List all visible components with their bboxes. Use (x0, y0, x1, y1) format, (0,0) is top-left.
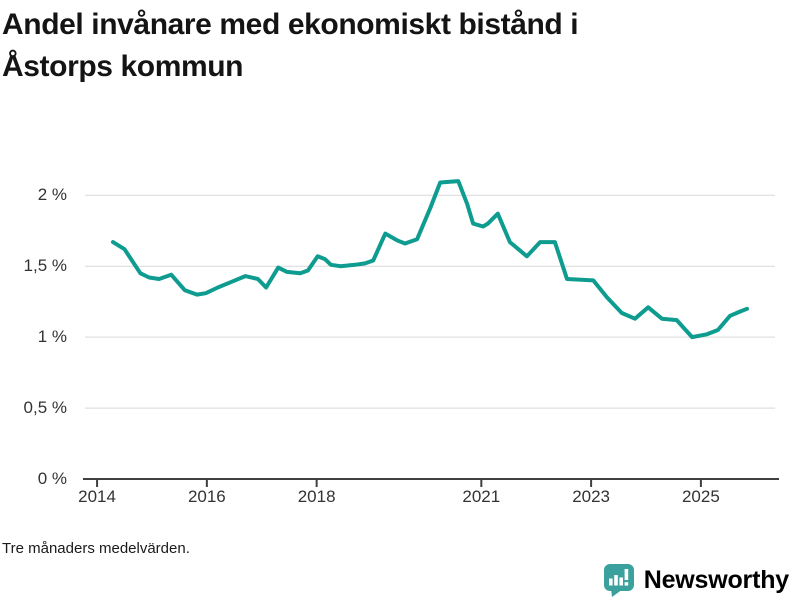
x-tick-label: 2014 (78, 487, 116, 506)
chart-title: Andel invånare med ekonomiskt bistånd i … (2, 4, 772, 88)
trend-line (111, 179, 749, 340)
x-tick-label: 2025 (681, 487, 720, 506)
x-tick-label: 2023 (572, 487, 611, 506)
newsworthy-logo-text: Newsworthy (643, 566, 789, 594)
chart-title-line1: Andel invånare med ekonomiskt bistånd i (2, 8, 579, 41)
newsworthy-bubble-chart-icon (603, 564, 634, 597)
x-tick-label: 2021 (462, 487, 501, 506)
chart-title-line2: Åstorps kommun (2, 50, 244, 83)
y-tick-label: 0,5 % (23, 398, 67, 418)
y-tick-label: 2 % (37, 185, 67, 205)
y-tick-label: 0 % (37, 469, 67, 488)
x-tick-label: 2018 (297, 487, 336, 506)
chart-footnote: Tre månaders medelvärden. (2, 540, 190, 557)
y-tick-label: 1 % (37, 327, 67, 347)
x-tick-label: 2016 (187, 487, 226, 506)
newsworthy-logo: Newsworthy (603, 563, 789, 598)
y-tick-label: 1,5 % (23, 256, 67, 276)
